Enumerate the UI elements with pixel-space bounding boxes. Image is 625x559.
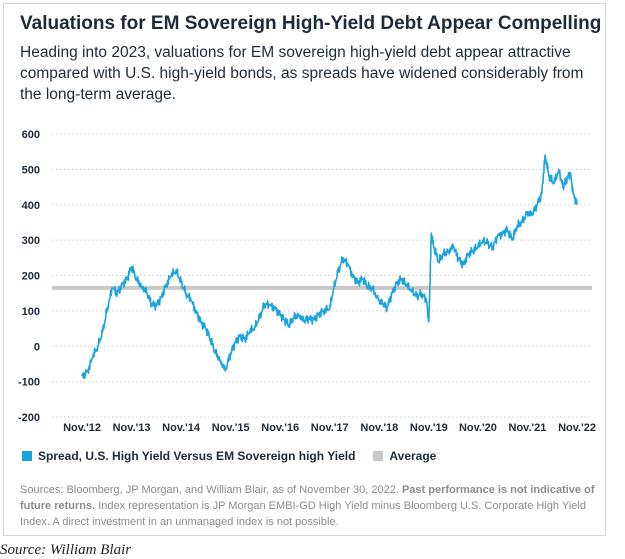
x-tick-label: Nov.'21 <box>509 422 547 434</box>
y-tick-label: 500 <box>22 164 40 176</box>
legend: Spread, U.S. High Yield Versus EM Sovere… <box>22 448 454 464</box>
x-tick-label: Nov.'19 <box>410 422 448 434</box>
y-axis-ticks: 600 500 400 300 200 100 0 -100 -200 <box>18 129 40 424</box>
legend-label-spread: Spread, U.S. High Yield Versus EM Sovere… <box>38 449 356 463</box>
x-tick-label: Nov.'20 <box>459 422 497 434</box>
source-caption: Source: William Blair <box>0 542 132 558</box>
legend-item-spread: Spread, U.S. High Yield Versus EM Sovere… <box>22 449 355 463</box>
x-tick-label: Nov.'22 <box>558 422 596 434</box>
series <box>52 154 592 379</box>
y-tick-label: 400 <box>22 200 40 212</box>
y-tick-label: -200 <box>18 412 40 424</box>
notes-sources: Sources: Bloomberg, JP Morgan, and Willi… <box>20 484 402 496</box>
x-tick-label: Nov.'15 <box>212 422 250 434</box>
chart-card: Valuations for EM Sovereign High-Yield D… <box>3 3 606 536</box>
y-tick-label: 300 <box>22 235 40 247</box>
y-tick-label: -100 <box>18 377 40 389</box>
x-tick-label: Nov.'12 <box>63 422 101 434</box>
legend-swatch-average <box>373 451 384 461</box>
grid <box>52 133 592 418</box>
x-tick-label: Nov.'13 <box>113 422 151 434</box>
x-tick-label: Nov.'16 <box>261 422 299 434</box>
spread-series-line <box>81 154 578 379</box>
chart-title: Valuations for EM Sovereign High-Yield D… <box>20 13 602 34</box>
legend-swatch-spread <box>22 451 32 461</box>
x-tick-label: Nov.'18 <box>360 422 398 434</box>
legend-label-average: Average <box>389 449 437 463</box>
source-notes: Sources: Bloomberg, JP Morgan, and Willi… <box>20 482 600 530</box>
x-tick-label: Nov.'14 <box>162 422 201 434</box>
notes-disclaimer: Past performance is not indicative of fu… <box>20 484 595 512</box>
x-axis-ticks: Nov.'12 Nov.'13 Nov.'14 Nov.'15 Nov.'16 Nov.'… <box>63 422 596 434</box>
notes-index: Index representation is JP Morgan EMBI-G… <box>20 500 586 528</box>
y-tick-label: 0 <box>34 341 40 353</box>
y-tick-label: 600 <box>22 129 40 141</box>
chart-subtitle: Heading into 2023, valuations for EM sov… <box>20 44 584 103</box>
y-tick-label: 100 <box>22 306 40 318</box>
y-tick-label: 200 <box>22 271 40 283</box>
legend-item-average: Average <box>373 449 436 463</box>
x-tick-label: Nov.'17 <box>311 422 349 434</box>
